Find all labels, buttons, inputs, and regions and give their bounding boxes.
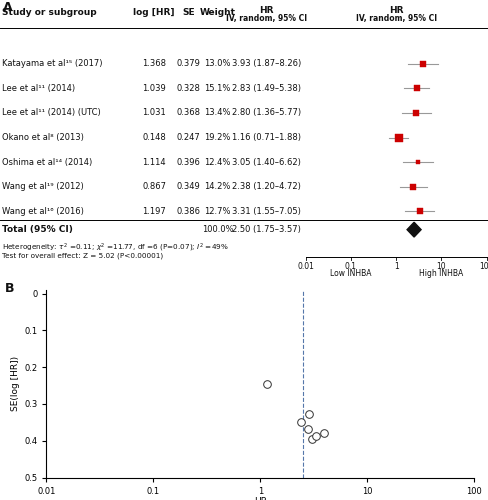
Text: HR: HR	[388, 6, 403, 15]
Text: Oshima et al¹⁴ (2014): Oshima et al¹⁴ (2014)	[2, 158, 93, 166]
Text: Lee et al¹¹ (2014): Lee et al¹¹ (2014)	[2, 84, 76, 93]
Text: Katayama et al¹⁵ (2017): Katayama et al¹⁵ (2017)	[2, 60, 103, 68]
Text: High INHBA: High INHBA	[418, 270, 463, 278]
Text: 0.379: 0.379	[176, 60, 200, 68]
Text: 3.05 (1.40–6.62): 3.05 (1.40–6.62)	[232, 158, 300, 166]
Text: Heterogeneity: $\tau^2$ =0.11; $\chi^2$ =11.77, df =6 (P=0.07); $I^2$ =49%: Heterogeneity: $\tau^2$ =0.11; $\chi^2$ …	[2, 242, 229, 254]
Text: 0.328: 0.328	[176, 84, 200, 93]
Text: IV, random, 95% CI: IV, random, 95% CI	[225, 14, 306, 24]
Text: Lee et al¹¹ (2014) (UTC): Lee et al¹¹ (2014) (UTC)	[2, 108, 101, 118]
Text: 2.80 (1.36–5.77): 2.80 (1.36–5.77)	[231, 108, 301, 118]
Text: 0.867: 0.867	[142, 182, 166, 191]
Text: Study or subgroup: Study or subgroup	[2, 8, 97, 17]
Text: 2.38 (1.20–4.72): 2.38 (1.20–4.72)	[232, 182, 300, 191]
Y-axis label: SE(log [HR]): SE(log [HR])	[11, 356, 20, 412]
Text: 12.7%: 12.7%	[204, 206, 230, 216]
Text: IV, random, 95% CI: IV, random, 95% CI	[355, 14, 436, 24]
Text: 1.16 (0.71–1.88): 1.16 (0.71–1.88)	[231, 133, 301, 142]
Text: Weight: Weight	[199, 8, 235, 17]
Text: 0.386: 0.386	[176, 206, 200, 216]
Text: 0.349: 0.349	[176, 182, 200, 191]
Text: 0.01: 0.01	[297, 262, 313, 270]
Text: 100.0%: 100.0%	[202, 225, 233, 234]
Text: 1.114: 1.114	[142, 158, 165, 166]
Text: 13.0%: 13.0%	[204, 60, 230, 68]
Text: 3.31 (1.55–7.05): 3.31 (1.55–7.05)	[232, 206, 300, 216]
Text: 0.1: 0.1	[344, 262, 356, 270]
Text: 100: 100	[478, 262, 488, 270]
Text: 3.93 (1.87–8.26): 3.93 (1.87–8.26)	[231, 60, 301, 68]
Text: 19.2%: 19.2%	[204, 133, 230, 142]
Text: 15.1%: 15.1%	[204, 84, 230, 93]
Text: log [HR]: log [HR]	[133, 8, 174, 17]
Text: 1: 1	[393, 262, 398, 270]
Text: 1.039: 1.039	[142, 84, 165, 93]
Text: Wang et al¹⁹ (2012): Wang et al¹⁹ (2012)	[2, 182, 84, 191]
Text: Total (95% CI): Total (95% CI)	[2, 225, 73, 234]
Text: HR: HR	[259, 6, 273, 15]
Text: 2.83 (1.49–5.38): 2.83 (1.49–5.38)	[231, 84, 301, 93]
X-axis label: HR: HR	[253, 497, 266, 500]
Text: Okano et al⁸ (2013): Okano et al⁸ (2013)	[2, 133, 84, 142]
Text: 1.031: 1.031	[142, 108, 165, 118]
Text: SE: SE	[182, 8, 194, 17]
Polygon shape	[406, 222, 420, 237]
Text: 10: 10	[436, 262, 445, 270]
Text: 0.148: 0.148	[142, 133, 165, 142]
Text: Low INHBA: Low INHBA	[329, 270, 371, 278]
Text: Wang et al¹⁶ (2016): Wang et al¹⁶ (2016)	[2, 206, 84, 216]
Text: 1.197: 1.197	[142, 206, 165, 216]
Text: B: B	[5, 282, 14, 296]
Text: 12.4%: 12.4%	[204, 158, 230, 166]
Text: Test for overall effect: Z = 5.02 (P<0.00001): Test for overall effect: Z = 5.02 (P<0.0…	[2, 253, 163, 260]
Text: 0.247: 0.247	[176, 133, 200, 142]
Text: 0.368: 0.368	[176, 108, 200, 118]
Text: 1.368: 1.368	[142, 60, 166, 68]
Text: 13.4%: 13.4%	[204, 108, 230, 118]
Text: 0.396: 0.396	[176, 158, 200, 166]
Text: A: A	[2, 1, 12, 14]
Text: 2.50 (1.75–3.57): 2.50 (1.75–3.57)	[232, 225, 300, 234]
Text: 14.2%: 14.2%	[204, 182, 230, 191]
